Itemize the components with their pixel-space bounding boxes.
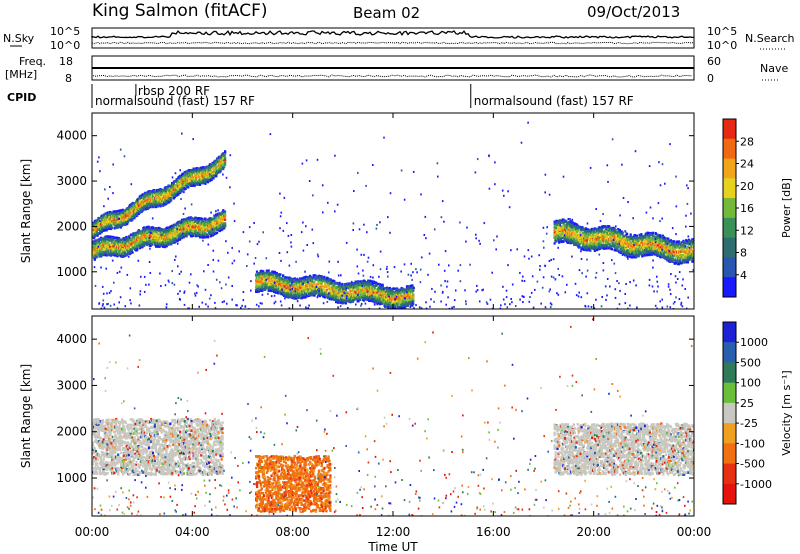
power-colorbar-tick-label-6: 4 — [740, 269, 747, 282]
velocity-colorbar-swatch-0 — [723, 322, 736, 343]
noise-right-tick-top: 10^5 — [707, 25, 737, 38]
velocity-colorbar-swatch-4 — [723, 402, 736, 424]
velocity-colorbar-swatch-1 — [723, 342, 736, 363]
nsky-trace — [91, 30, 694, 39]
cpid-label: CPID — [7, 91, 36, 104]
nave-label: Nave — [760, 62, 788, 75]
nsearch-label: N.Search — [745, 32, 795, 45]
freq-tick-top: 18 — [59, 55, 73, 68]
power-colorbar-swatch-8 — [723, 277, 736, 298]
ytick-label-0-0: 1000 — [56, 265, 87, 279]
velocity-colorbar-tick-label-3: 25 — [740, 397, 754, 410]
ytick-label-1-2: 3000 — [56, 378, 87, 392]
ytick-label-1-0: 1000 — [56, 471, 87, 485]
date-label: 09/Oct/2013 — [587, 3, 680, 21]
velocity-colorbar-title: Velocity [m s⁻¹] — [780, 370, 793, 455]
power-colorbar-swatch-0 — [723, 119, 736, 140]
cpid-segment-label-0: normalsound (fast) 157 RF — [95, 94, 255, 108]
xtick-label-3: 12:00 — [376, 525, 411, 539]
power-colorbar-tick-label-1: 24 — [740, 158, 754, 171]
velocity-colorbar-swatch-7 — [723, 463, 736, 485]
freq-tick-bottom: 8 — [65, 72, 72, 85]
xtick-label-6: 00:00 — [677, 525, 712, 539]
velocity-colorbar-swatch-8 — [723, 483, 736, 505]
power-colorbar-swatch-3 — [723, 178, 736, 199]
velocity-colorbar-swatch-6 — [723, 443, 736, 464]
power-colorbar-tick-label-2: 20 — [740, 180, 754, 193]
power-colorbar-tick-label-5: 8 — [740, 247, 747, 260]
xaxis-title: Time UT — [367, 540, 418, 554]
ytick-label-0-2: 3000 — [56, 174, 87, 188]
noise-left-tick-bottom: 10^0 — [50, 39, 80, 52]
power-colorbar-tick-label-4: 12 — [740, 224, 754, 237]
power-colorbar-tick-label-0: 28 — [740, 135, 754, 148]
power-colorbar-swatch-5 — [723, 217, 736, 239]
velocity-colorbar-tick-label-2: 100 — [740, 377, 761, 390]
freq-unit-label: [MHz] — [5, 68, 37, 81]
noise-right-tick-bottom: 10^0 — [707, 39, 737, 52]
xtick-label-0: 00:00 — [75, 525, 110, 539]
heatmap-clip-power — [92, 121, 694, 309]
station-title: King Salmon (fitACF) — [92, 1, 268, 21]
xtick-label-2: 08:00 — [275, 525, 310, 539]
velocity-colorbar-tick-label-7: -1000 — [740, 478, 772, 491]
nsky-label: N.Sky — [3, 32, 35, 45]
power-colorbar-swatch-7 — [723, 257, 736, 278]
noise-left-tick-top: 10^5 — [50, 25, 80, 38]
velocity-colorbar-tick-label-5: -100 — [740, 437, 765, 450]
power-colorbar-swatch-4 — [723, 198, 736, 219]
power-colorbar-swatch-6 — [723, 237, 736, 258]
ytick-label-0-3: 4000 — [56, 129, 87, 143]
panel-bg-0 — [92, 113, 694, 309]
velocity-colorbar-frame — [722, 321, 737, 505]
nave-tick-top: 60 — [707, 55, 721, 68]
cpid-segment-label-1: rbsp 200 RF — [138, 84, 210, 98]
ytick-label-0-1: 2000 — [56, 219, 87, 233]
nsearch-trace — [91, 41, 695, 45]
ylabel-0: Slant Range [km] — [19, 159, 33, 263]
ytick-label-1-1: 2000 — [56, 425, 87, 439]
ylabel-1: Slant Range [km] — [19, 364, 33, 468]
ytick-label-1-3: 4000 — [56, 332, 87, 346]
power-colorbar-tick-label-3: 16 — [740, 202, 754, 215]
freq-label: Freq. — [19, 55, 46, 68]
velocity-colorbar-tick-label-6: -500 — [740, 458, 765, 471]
xtick-label-4: 16:00 — [476, 525, 511, 539]
cpid-segment-label-2: normalsound (fast) 157 RF — [474, 94, 634, 108]
velocity-colorbar-tick-label-1: 500 — [740, 356, 761, 369]
velocity-colorbar-swatch-2 — [723, 362, 736, 384]
beam-label: Beam 02 — [353, 4, 420, 22]
nave-trace — [91, 74, 693, 78]
heatmap-clip-velocity — [92, 318, 694, 516]
power-colorbar-swatch-2 — [723, 158, 736, 179]
velocity-colorbar-tick-label-0: 1000 — [740, 336, 768, 349]
power-colorbar-swatch-1 — [723, 138, 736, 160]
velocity-colorbar-swatch-3 — [723, 382, 736, 404]
xtick-label-5: 20:00 — [576, 525, 611, 539]
panel-bg-1 — [92, 316, 694, 516]
velocity-colorbar-swatch-5 — [723, 423, 736, 444]
power-colorbar-title: Power [dB] — [780, 178, 793, 238]
nave-tick-bottom: 0 — [707, 72, 714, 85]
noise-panel-frame — [91, 27, 695, 49]
velocity-colorbar-tick-label-4: -25 — [740, 417, 758, 430]
xtick-label-1: 04:00 — [175, 525, 210, 539]
